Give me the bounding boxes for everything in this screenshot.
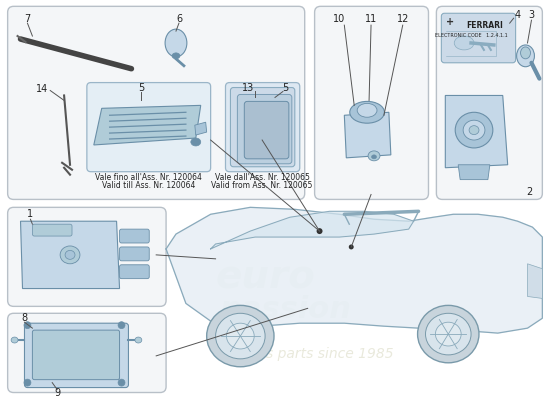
Polygon shape bbox=[458, 165, 490, 180]
Text: 10: 10 bbox=[333, 14, 345, 24]
Ellipse shape bbox=[207, 305, 274, 367]
FancyBboxPatch shape bbox=[25, 323, 129, 388]
Ellipse shape bbox=[463, 120, 485, 140]
Ellipse shape bbox=[24, 322, 31, 329]
FancyBboxPatch shape bbox=[32, 224, 72, 236]
Polygon shape bbox=[20, 221, 119, 288]
Ellipse shape bbox=[454, 36, 474, 50]
FancyBboxPatch shape bbox=[244, 101, 289, 159]
Text: passion: passion bbox=[219, 295, 351, 324]
Text: euro: euro bbox=[215, 258, 315, 296]
Polygon shape bbox=[166, 207, 542, 333]
FancyBboxPatch shape bbox=[119, 247, 149, 261]
Ellipse shape bbox=[65, 250, 75, 259]
FancyBboxPatch shape bbox=[226, 82, 300, 172]
Text: FERRARI: FERRARI bbox=[466, 21, 503, 30]
Text: Vale dall'Ass. Nr. 120065: Vale dall'Ass. Nr. 120065 bbox=[214, 173, 310, 182]
Ellipse shape bbox=[436, 322, 461, 346]
FancyBboxPatch shape bbox=[119, 265, 149, 279]
Text: 5: 5 bbox=[138, 82, 145, 92]
FancyBboxPatch shape bbox=[32, 330, 119, 380]
Ellipse shape bbox=[24, 379, 31, 386]
FancyBboxPatch shape bbox=[8, 313, 166, 392]
Ellipse shape bbox=[191, 138, 201, 146]
Ellipse shape bbox=[349, 244, 354, 250]
Polygon shape bbox=[446, 96, 508, 168]
Text: 6: 6 bbox=[176, 14, 182, 24]
Ellipse shape bbox=[469, 126, 479, 134]
Ellipse shape bbox=[118, 322, 125, 329]
Text: 9: 9 bbox=[54, 388, 60, 398]
Polygon shape bbox=[527, 264, 542, 298]
Ellipse shape bbox=[11, 337, 18, 343]
Ellipse shape bbox=[135, 337, 142, 343]
Polygon shape bbox=[94, 105, 201, 145]
Text: 12: 12 bbox=[397, 14, 409, 24]
FancyBboxPatch shape bbox=[436, 6, 542, 200]
Ellipse shape bbox=[350, 101, 384, 123]
Polygon shape bbox=[344, 112, 391, 158]
Ellipse shape bbox=[118, 379, 125, 386]
Text: 4: 4 bbox=[515, 10, 521, 20]
Ellipse shape bbox=[372, 155, 377, 159]
FancyBboxPatch shape bbox=[119, 229, 149, 243]
Ellipse shape bbox=[317, 228, 322, 234]
Polygon shape bbox=[211, 211, 414, 249]
FancyBboxPatch shape bbox=[441, 13, 515, 63]
Polygon shape bbox=[195, 122, 207, 135]
Ellipse shape bbox=[60, 246, 80, 264]
Text: +: + bbox=[446, 17, 454, 27]
Text: ELECTRONIC CODE   1.2.4.1.1: ELECTRONIC CODE 1.2.4.1.1 bbox=[434, 32, 508, 38]
Ellipse shape bbox=[426, 313, 471, 355]
Text: Vale fino all'Ass. Nr. 120064: Vale fino all'Ass. Nr. 120064 bbox=[95, 173, 202, 182]
Text: Valid till Ass. Nr. 120064: Valid till Ass. Nr. 120064 bbox=[102, 181, 195, 190]
Ellipse shape bbox=[368, 151, 380, 161]
Text: 8: 8 bbox=[21, 313, 28, 323]
Text: Valid from Ass. Nr. 120065: Valid from Ass. Nr. 120065 bbox=[211, 181, 313, 190]
Ellipse shape bbox=[172, 53, 180, 59]
Text: 14: 14 bbox=[36, 84, 48, 94]
Ellipse shape bbox=[357, 103, 377, 117]
Text: 1: 1 bbox=[28, 209, 34, 219]
Text: 5: 5 bbox=[282, 82, 288, 92]
FancyBboxPatch shape bbox=[230, 88, 295, 167]
Text: 13: 13 bbox=[242, 82, 255, 92]
Ellipse shape bbox=[417, 305, 479, 363]
Ellipse shape bbox=[216, 313, 265, 359]
FancyBboxPatch shape bbox=[315, 6, 428, 200]
FancyBboxPatch shape bbox=[8, 207, 166, 306]
Text: 11: 11 bbox=[365, 14, 377, 24]
Text: s parts since 1985: s parts since 1985 bbox=[266, 347, 393, 361]
FancyBboxPatch shape bbox=[238, 94, 292, 164]
Ellipse shape bbox=[455, 112, 493, 148]
FancyBboxPatch shape bbox=[8, 6, 305, 200]
Text: 2: 2 bbox=[526, 188, 532, 198]
FancyBboxPatch shape bbox=[87, 82, 211, 172]
Ellipse shape bbox=[520, 47, 530, 59]
Ellipse shape bbox=[165, 29, 187, 57]
Ellipse shape bbox=[227, 323, 254, 349]
Ellipse shape bbox=[516, 45, 535, 67]
Text: 3: 3 bbox=[529, 10, 535, 20]
Text: 7: 7 bbox=[24, 14, 31, 24]
